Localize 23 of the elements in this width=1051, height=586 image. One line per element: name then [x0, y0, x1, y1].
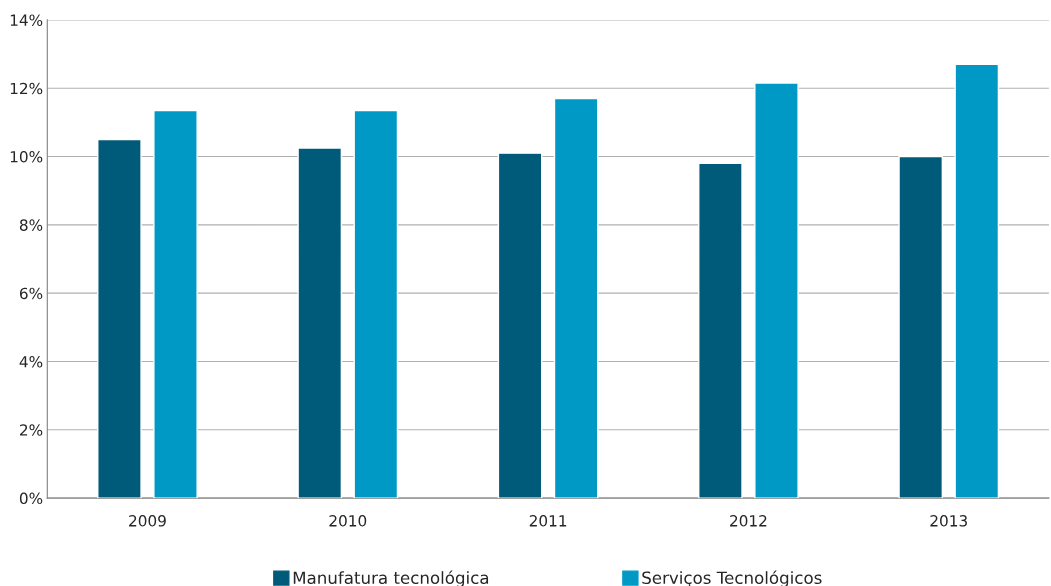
bar — [97, 138, 142, 499]
bar — [954, 63, 1000, 499]
x-tick-label: 2012 — [730, 515, 767, 527]
bar — [698, 162, 743, 499]
bar — [754, 82, 799, 499]
x-tick-label: 2011 — [529, 515, 567, 527]
x-tick-label: 2013 — [930, 515, 967, 527]
x-tick-label: 2009 — [129, 515, 166, 527]
y-tick-label: 10% — [10, 151, 43, 163]
bar — [898, 155, 944, 499]
bar — [497, 152, 543, 499]
y-tick-label: 14% — [10, 14, 43, 26]
y-tick-label: 8% — [19, 219, 43, 231]
y-tick-label: 6% — [19, 287, 43, 300]
y-tick-label: 12% — [10, 82, 43, 95]
bar — [297, 147, 343, 499]
bar — [353, 109, 399, 499]
bar — [553, 97, 599, 499]
x-tick-label: 2010 — [329, 515, 367, 527]
y-tick-label: 2% — [20, 424, 43, 436]
y-tick-label: 4% — [19, 355, 43, 368]
bar — [153, 109, 198, 499]
y-tick-label: 0% — [19, 492, 43, 505]
